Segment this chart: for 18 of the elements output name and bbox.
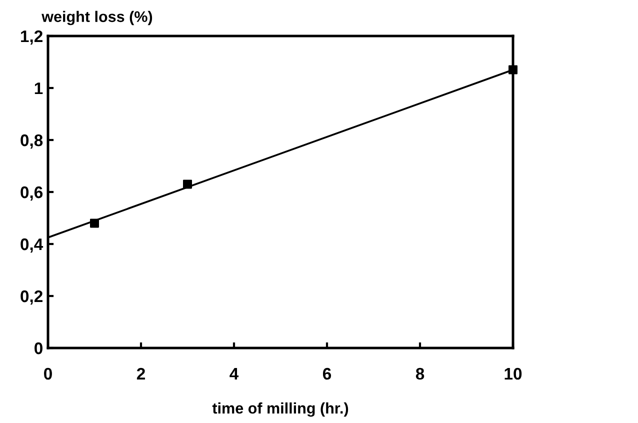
y-axis-title: weight loss (%) bbox=[42, 10, 152, 26]
x-tick-label: 0 bbox=[44, 368, 52, 380]
x-tick-label: 10 bbox=[504, 368, 522, 380]
x-tick-label: 6 bbox=[322, 368, 332, 380]
point bbox=[508, 65, 518, 74]
y-tick-label: 0,4 bbox=[20, 238, 44, 253]
y-tick-label: 1 bbox=[34, 82, 43, 94]
y-tick-label: 0,8 bbox=[20, 134, 43, 149]
x-axis-title: time of milling (hr.) bbox=[212, 402, 348, 417]
x-tick-label: 8 bbox=[416, 368, 424, 380]
y-tick-label: 1,2 bbox=[21, 30, 42, 45]
y-tick-label: 0 bbox=[34, 342, 42, 354]
y-tick-label: 0,2 bbox=[20, 290, 42, 305]
point bbox=[90, 218, 99, 228]
y-tick-label: 0,6 bbox=[20, 186, 43, 201]
point bbox=[183, 180, 192, 189]
x-tick-label: 2 bbox=[136, 368, 145, 380]
x-tick-label: 4 bbox=[230, 368, 239, 380]
